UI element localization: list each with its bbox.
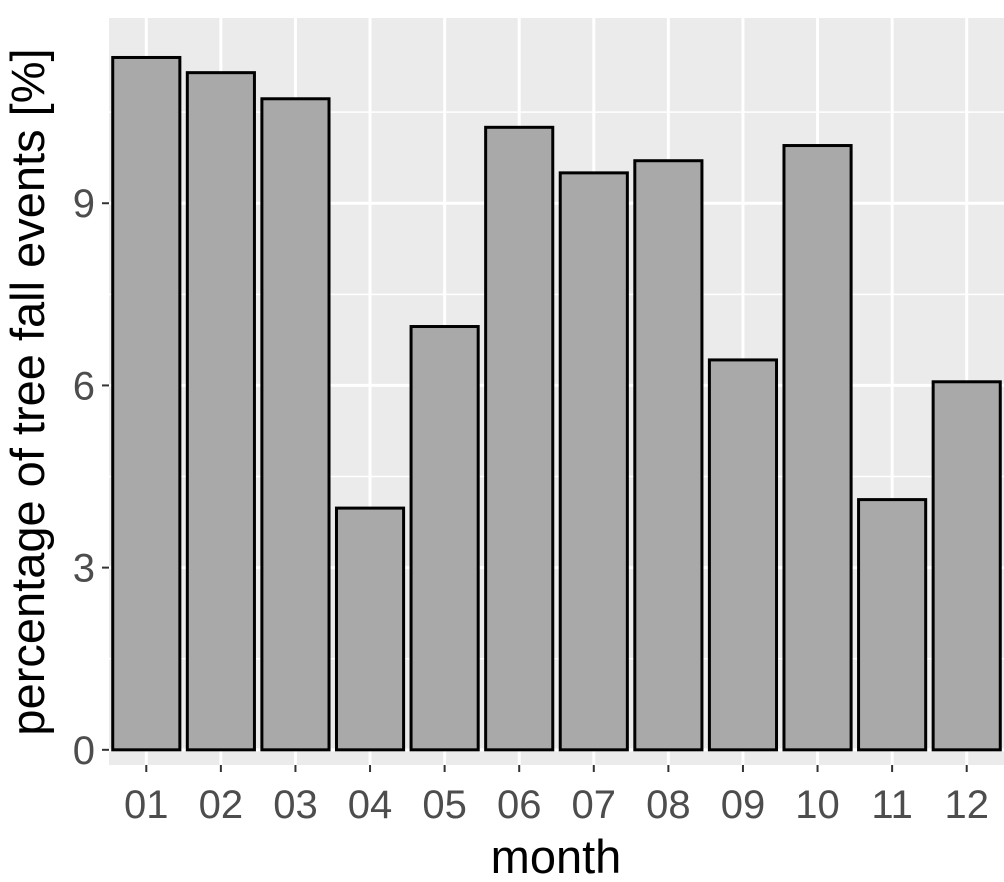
bar-08 (633, 159, 704, 752)
x-tick-label: 10 (795, 783, 840, 827)
bar-04 (334, 506, 406, 752)
x-tick-label: 09 (721, 783, 766, 827)
x-tick-label: 12 (944, 783, 989, 827)
x-axis-title: month (491, 830, 622, 882)
y-tick-label: 6 (73, 364, 95, 408)
x-axis-ticks: 01 02 03 04 05 06 07 08 09 10 11 12 (124, 765, 989, 827)
x-tick-label: 04 (348, 783, 393, 827)
x-tick-label: 08 (646, 783, 691, 827)
bar-11 (857, 498, 928, 752)
y-tick-label: 0 (73, 729, 95, 773)
y-tick-label: 9 (73, 182, 95, 226)
bars (111, 55, 1002, 752)
bar-09 (707, 358, 779, 752)
bar-10 (782, 144, 853, 752)
bar-12 (931, 380, 1002, 752)
x-tick-label: 01 (124, 783, 169, 827)
x-tick-label: 06 (497, 783, 542, 827)
y-axis-ticks: 0 3 6 9 (73, 182, 109, 773)
x-tick-label: 02 (199, 783, 244, 827)
y-axis-title: percentage of tree fall events [%] (1, 48, 54, 735)
bar-01 (111, 55, 182, 752)
x-tick-label: 03 (273, 783, 318, 827)
x-tick-label: 07 (572, 783, 617, 827)
bar-06 (484, 125, 555, 752)
bar-02 (185, 71, 256, 752)
bar-03 (260, 97, 331, 752)
x-tick-label: 05 (422, 783, 467, 827)
y-tick-label: 3 (73, 547, 95, 591)
plot-panel (109, 18, 1004, 765)
bar-05 (409, 325, 480, 752)
x-tick-label: 11 (871, 783, 913, 827)
bar-07 (558, 171, 629, 752)
